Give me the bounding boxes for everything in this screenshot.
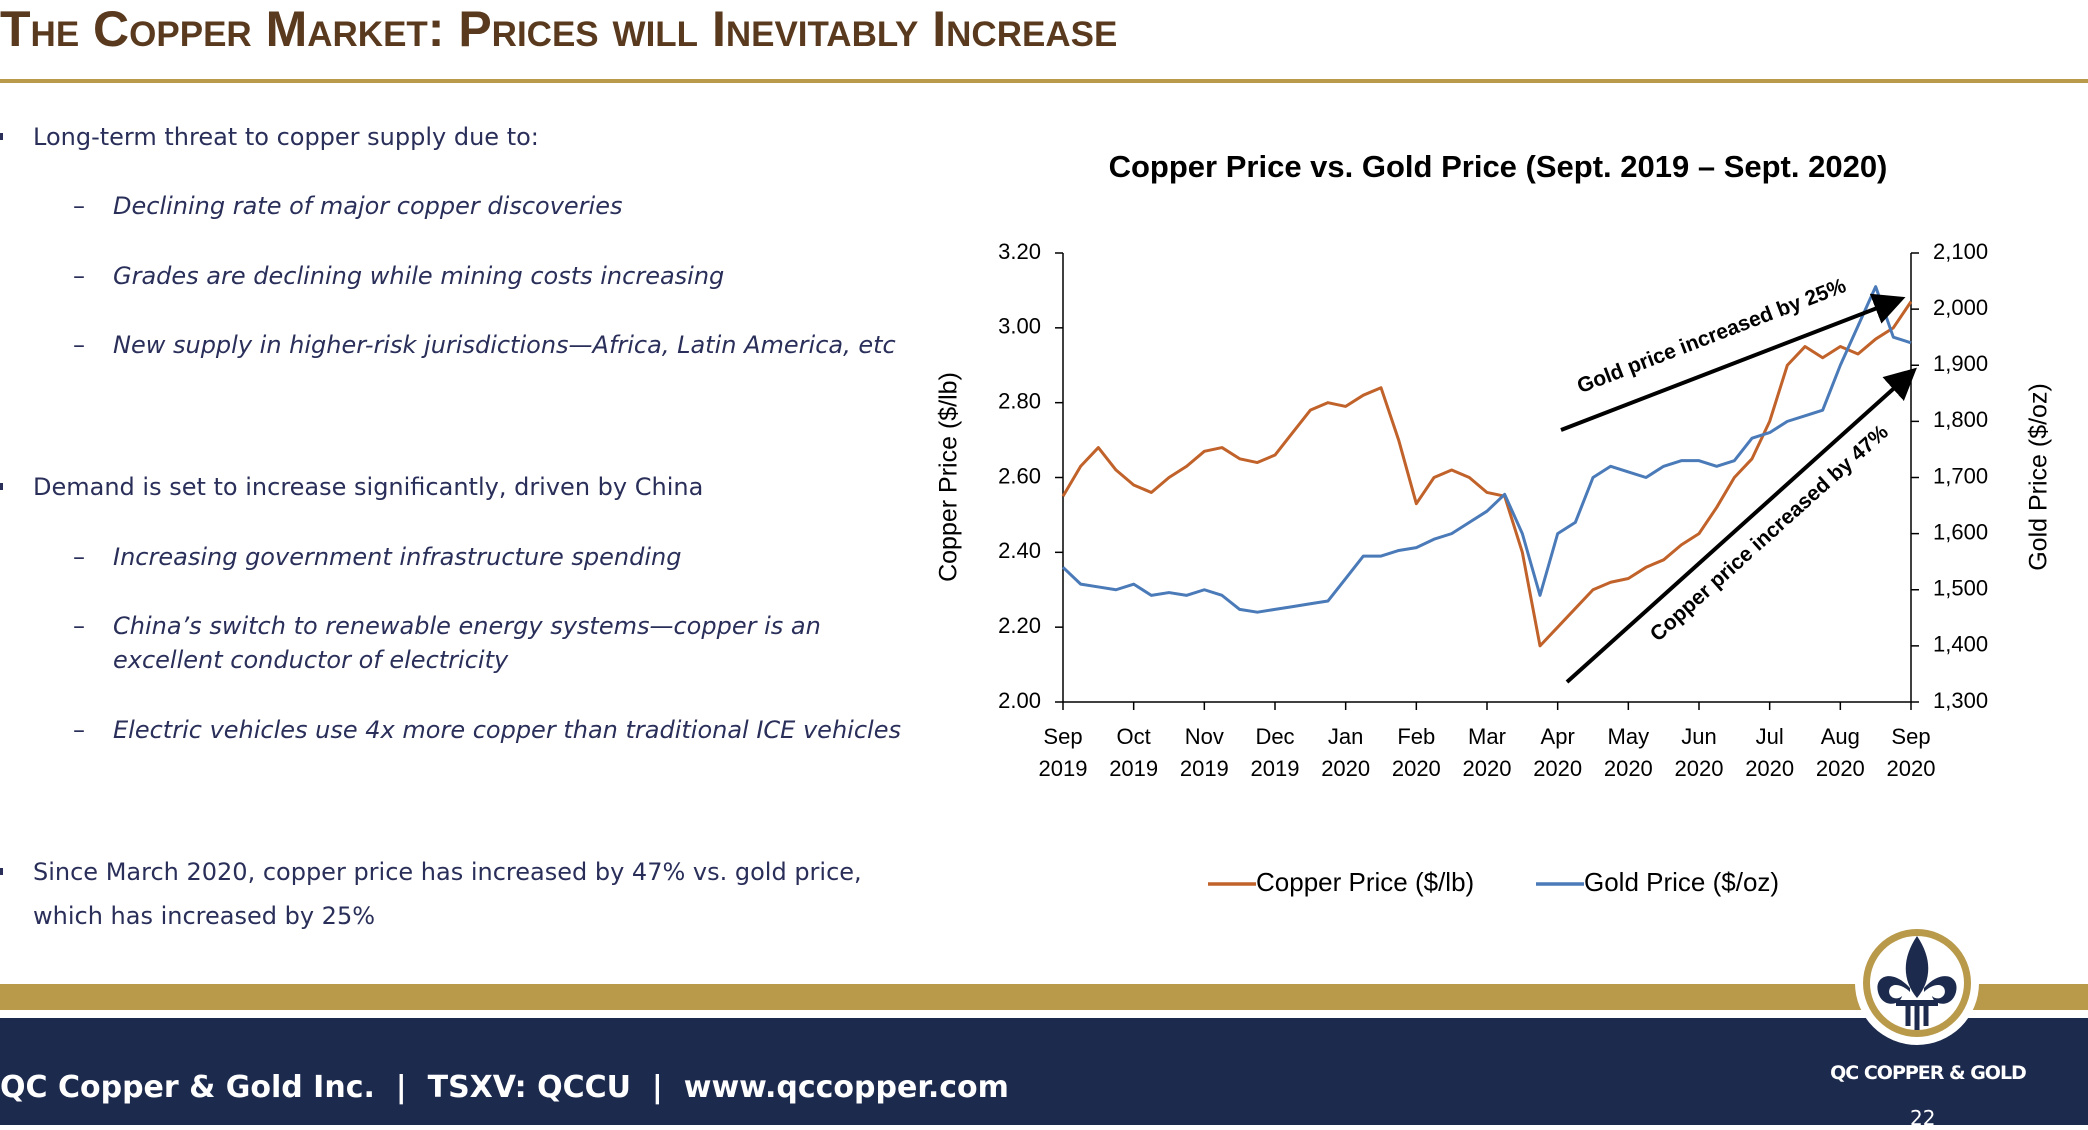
annotation-arrow bbox=[1560, 293, 1906, 432]
y2-tick-label: 2,000 bbox=[1933, 295, 1988, 320]
gold-band bbox=[0, 984, 2088, 1010]
sub-bullet: Grades are declining while mining costs … bbox=[73, 259, 903, 293]
y-tick-label: 2.00 bbox=[998, 688, 1041, 713]
y2-tick-label: 1,800 bbox=[1933, 407, 1988, 432]
y2-tick-label: 1,900 bbox=[1933, 351, 1988, 376]
x-tick-label: Sep 2020 bbox=[1887, 724, 1936, 781]
y-tick-label: 3.00 bbox=[998, 314, 1041, 339]
bullet: Long-term threat to copper supply due to… bbox=[0, 115, 863, 159]
y2-axis-label: Gold Price ($/oz) bbox=[2025, 383, 2053, 571]
y2-tick-label: 1,400 bbox=[1933, 632, 1988, 657]
annotation: Copper price increased by 47% bbox=[1646, 420, 1893, 646]
x-tick-label: Jun 2020 bbox=[1675, 724, 1724, 781]
y2-tick-label: 2,100 bbox=[1933, 239, 1988, 264]
x-tick-label: Mar 2020 bbox=[1463, 724, 1512, 781]
x-tick-label: Oct 2019 bbox=[1109, 724, 1158, 781]
footer-band bbox=[0, 1018, 2088, 1125]
y2-tick-label: 1,300 bbox=[1933, 688, 1988, 713]
logo bbox=[1855, 921, 1979, 1045]
y-tick-label: 3.20 bbox=[998, 239, 1041, 264]
x-tick-label: Apr 2020 bbox=[1533, 724, 1582, 781]
sub-bullet: Declining rate of major copper discoveri… bbox=[73, 189, 903, 223]
series-line bbox=[1061, 285, 1912, 614]
sub-bullet: New supply in higher-risk jurisdictions—… bbox=[73, 328, 903, 362]
bullet: Since March 2020, copper price has incre… bbox=[0, 850, 863, 938]
page-number: 22 bbox=[1910, 1106, 1936, 1130]
slide-title: The Copper Market: Prices will Inevitabl… bbox=[0, 1, 1118, 57]
y-axis-label: Copper Price ($/lb) bbox=[935, 372, 963, 582]
chart: Copper Price vs. Gold Price (Sept. 2019 … bbox=[935, 149, 2053, 897]
bullet: Demand is set to increase significantly,… bbox=[0, 465, 863, 509]
legend-label: Copper Price ($/lb) bbox=[1256, 867, 1474, 897]
y-tick-label: 2.20 bbox=[998, 613, 1041, 638]
chart-title: Copper Price vs. Gold Price (Sept. 2019 … bbox=[1109, 149, 1888, 184]
series-line bbox=[1061, 300, 1913, 648]
y-tick-label: 2.40 bbox=[998, 538, 1041, 563]
title-rule bbox=[0, 79, 2088, 83]
x-tick-label: Nov 2019 bbox=[1180, 724, 1229, 781]
sub-bullet: Increasing government infrastructure spe… bbox=[73, 540, 903, 574]
x-tick-label: Sep 2019 bbox=[1039, 724, 1088, 781]
y-tick-label: 2.60 bbox=[998, 463, 1041, 488]
y2-tick-label: 1,600 bbox=[1933, 519, 1988, 544]
legend-label: Gold Price ($/oz) bbox=[1584, 867, 1779, 897]
x-tick-label: Jan 2020 bbox=[1321, 724, 1370, 781]
annotation-arrow bbox=[1565, 367, 1917, 684]
x-tick-label: Feb 2020 bbox=[1392, 724, 1441, 781]
x-tick-label: Dec 2019 bbox=[1251, 724, 1300, 781]
x-tick-label: Aug 2020 bbox=[1816, 724, 1865, 781]
y2-tick-label: 1,700 bbox=[1933, 463, 1988, 488]
y2-tick-label: 1,500 bbox=[1933, 576, 1988, 601]
footer-text: QC Copper & Gold Inc. | TSXV: QCCU | www… bbox=[0, 1070, 1009, 1105]
y-tick-label: 2.80 bbox=[998, 388, 1041, 413]
x-tick-label: Jul 2020 bbox=[1745, 724, 1794, 781]
logo-text: QC COPPER & GOLD bbox=[1830, 1062, 2027, 1084]
x-tick-label: May 2020 bbox=[1604, 724, 1653, 781]
sub-bullet: China’s switch to renewable energy syste… bbox=[73, 609, 903, 677]
sub-bullet: Electric vehicles use 4x more copper tha… bbox=[73, 713, 903, 747]
